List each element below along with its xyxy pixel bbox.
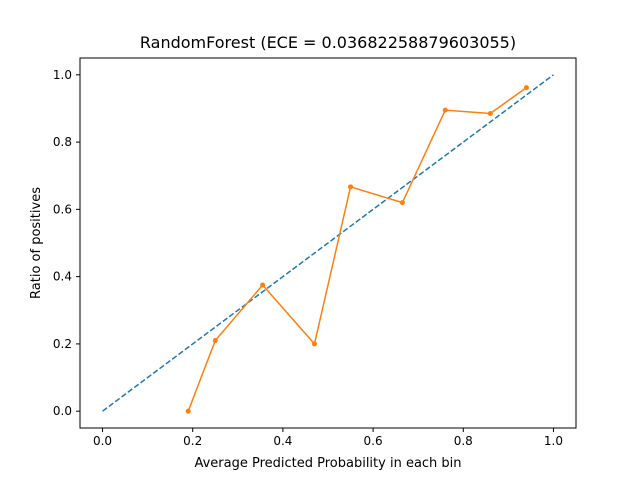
- series-1-point-2: [260, 282, 266, 288]
- series-1-point-5: [399, 200, 405, 206]
- chart-title: RandomForest (ECE = 0.03682258879603055): [140, 33, 516, 52]
- series-1-point-4: [348, 184, 354, 190]
- y-tick-label-1: 0.2: [53, 337, 72, 351]
- x-tick-label-5: 1.0: [544, 434, 563, 448]
- y-tick-label-5: 1.0: [53, 68, 72, 82]
- series-1-point-1: [212, 338, 218, 344]
- x-tick-label-1: 0.2: [183, 434, 202, 448]
- y-tick-label-3: 0.6: [53, 202, 72, 216]
- axes-frame: [79, 57, 577, 429]
- x-tick-label-0: 0.0: [93, 434, 112, 448]
- series-1-point-0: [185, 408, 191, 414]
- series-1-point-6: [442, 107, 448, 113]
- series-1-point-8: [523, 85, 529, 91]
- x-tick-label-2: 0.4: [273, 434, 292, 448]
- series-1-point-3: [311, 341, 317, 347]
- y-tick-label-4: 0.8: [53, 135, 72, 149]
- series-0-line: [102, 74, 554, 412]
- x-axis-label: Average Predicted Probability in each bi…: [194, 456, 461, 471]
- y-axis-label: Ratio of positives: [29, 187, 44, 299]
- axis-ticks: 0.0 0.2 0.4 0.6 0.8 1.0 0.0 0.2 0.4 0.6 0.8 1.0: [53, 68, 563, 448]
- series-1-point-7: [487, 111, 493, 116]
- x-tick-label-3: 0.6: [364, 434, 383, 448]
- x-tick-label-4: 0.8: [454, 434, 473, 448]
- y-tick-label-0: 0.0: [53, 404, 72, 418]
- plot-area: [102, 74, 554, 414]
- y-tick-label-2: 0.4: [53, 270, 72, 284]
